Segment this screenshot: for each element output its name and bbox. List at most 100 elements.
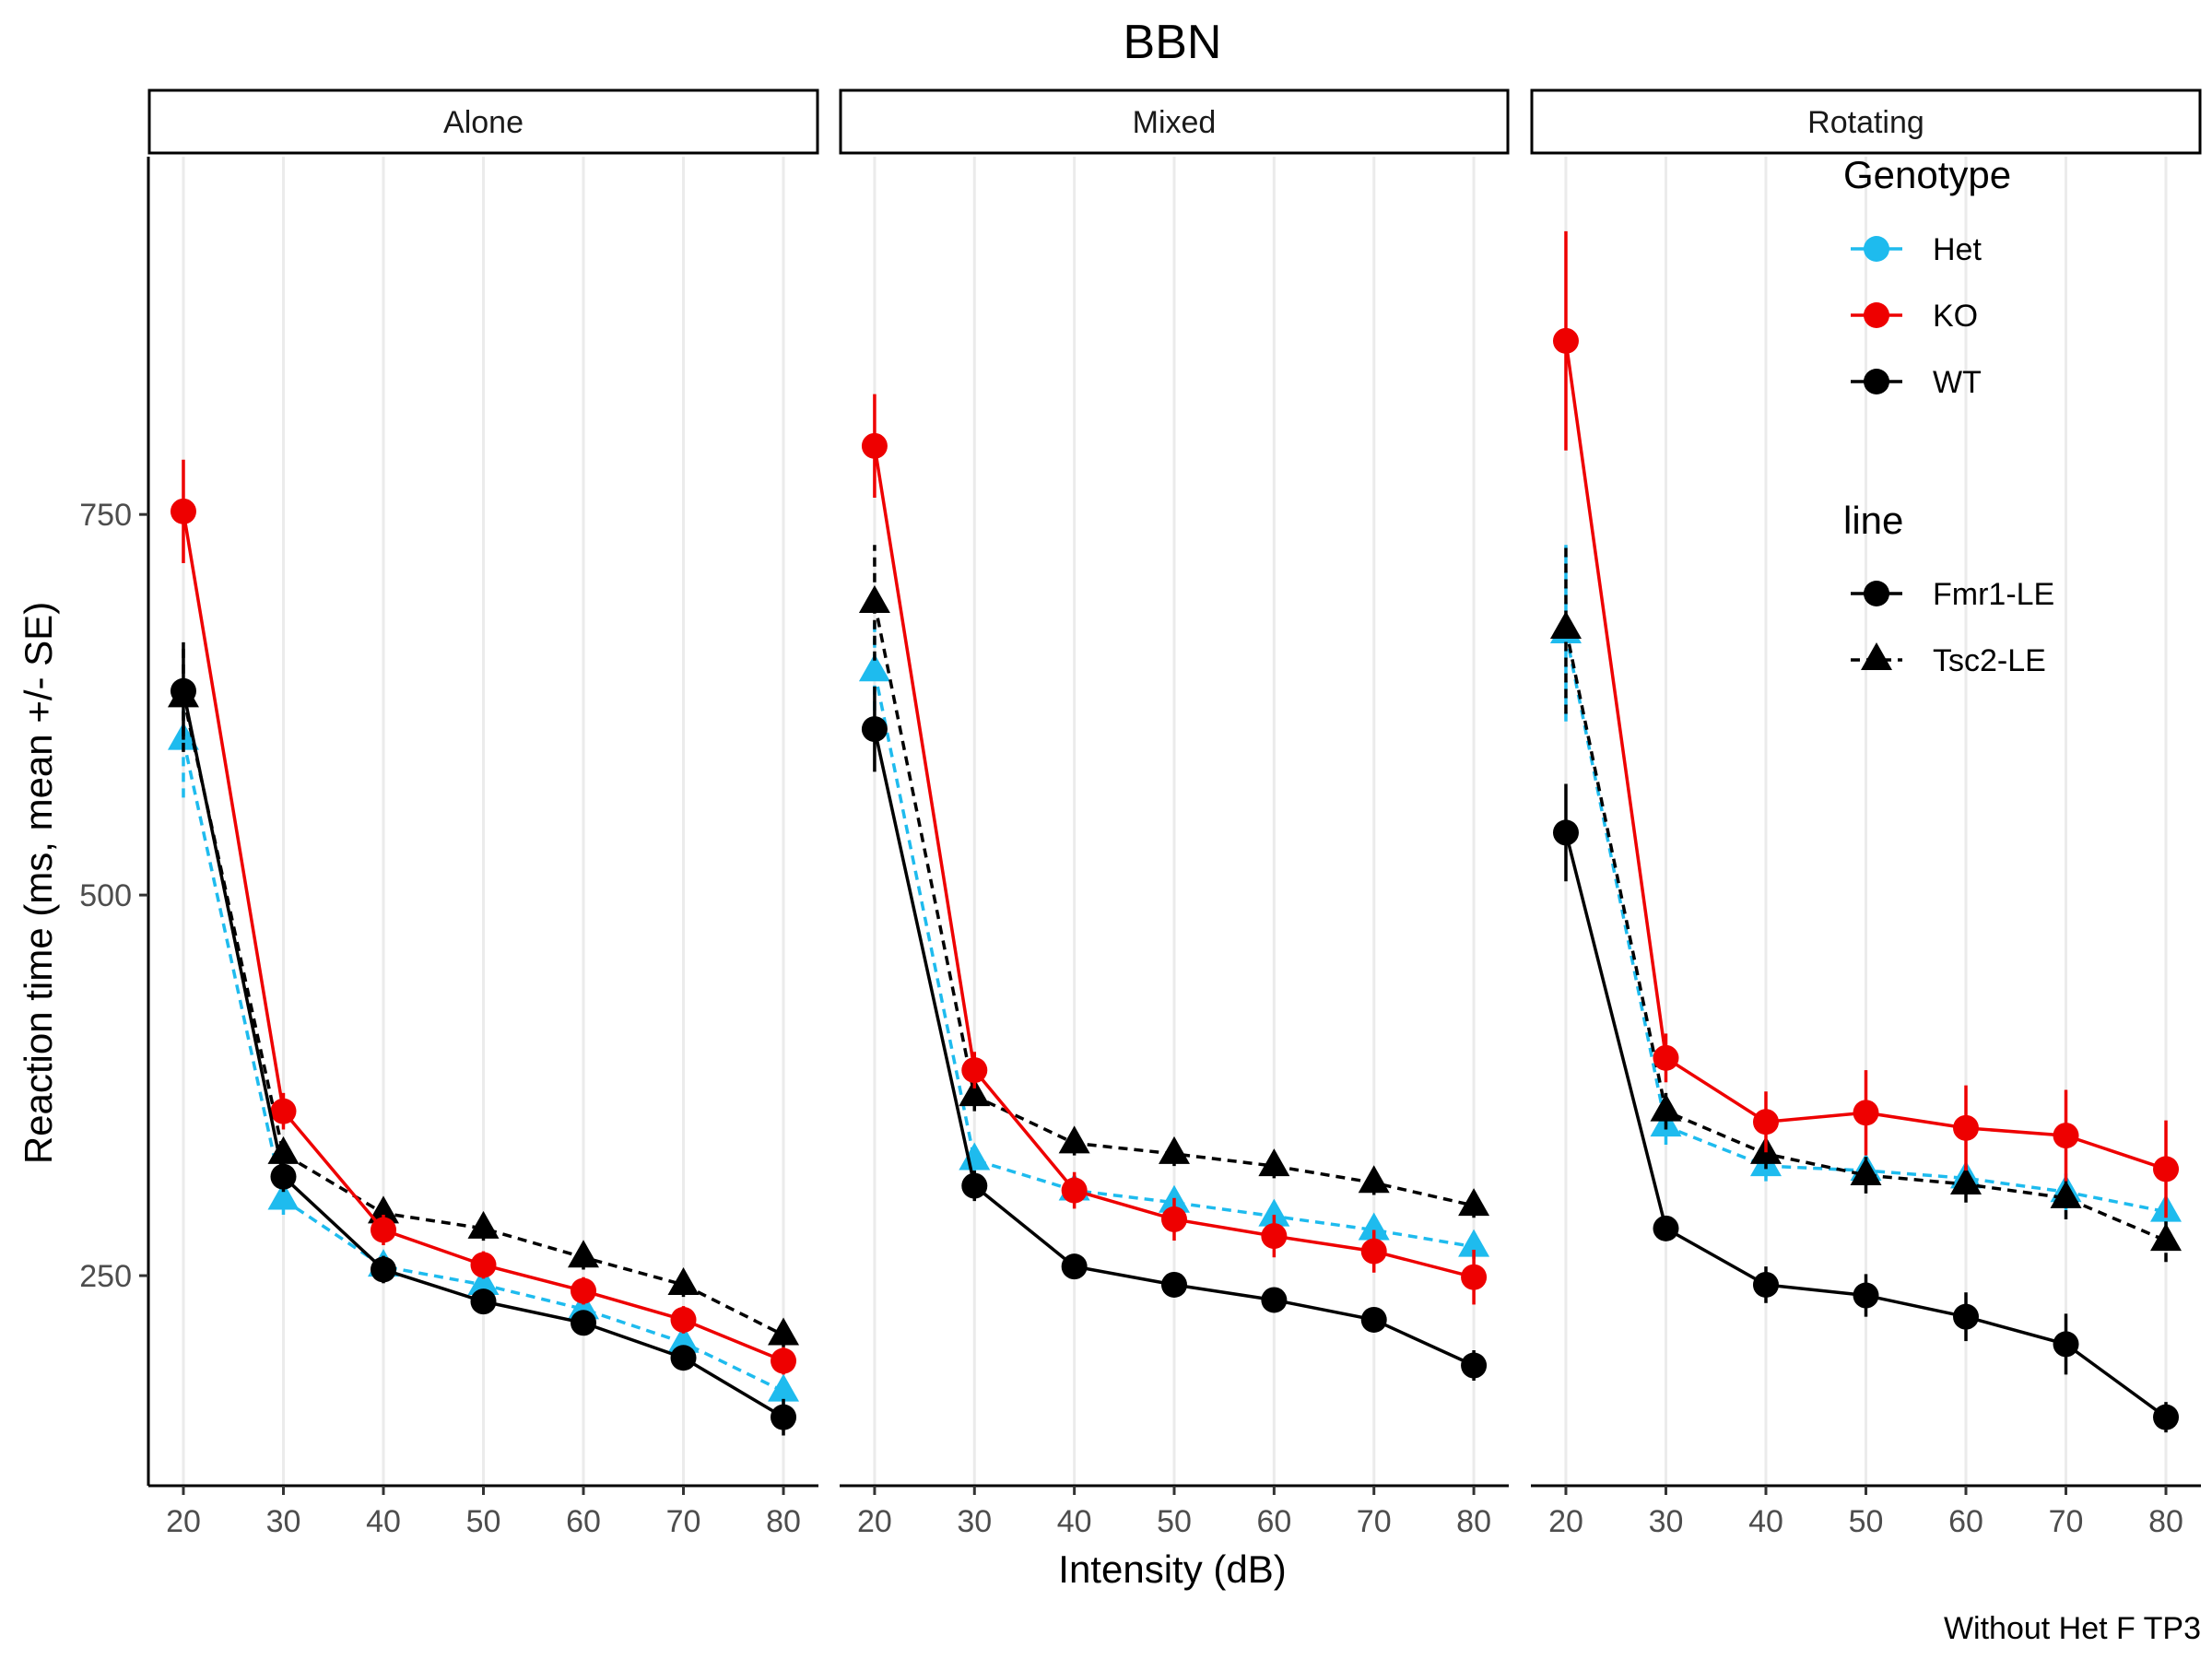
x-tick-label: 50 — [1157, 1504, 1192, 1539]
data-point — [1360, 1238, 1387, 1265]
data-point — [861, 716, 888, 743]
data-point — [771, 1347, 797, 1374]
x-tick-label: 60 — [1256, 1504, 1291, 1539]
data-point — [2050, 1180, 2082, 1208]
data-point — [1261, 1223, 1288, 1250]
facet-strip — [839, 88, 1510, 155]
panel-rotating: Rotating 20 30 40 50 60 70 80 — [1530, 88, 2202, 1539]
x-tick-label: 80 — [1456, 1504, 1491, 1539]
data-point — [2153, 1404, 2180, 1430]
data-point — [1752, 1271, 1779, 1298]
data-point — [1461, 1264, 1488, 1290]
data-point — [861, 432, 888, 459]
data-point — [1161, 1206, 1187, 1232]
data-point — [370, 1217, 396, 1243]
legend-key-marker — [1864, 369, 1889, 394]
data-point — [1358, 1165, 1390, 1194]
data-point — [771, 1404, 797, 1430]
data-point — [370, 1256, 396, 1283]
data-point — [367, 1195, 399, 1224]
legend-key-marker — [1861, 642, 1892, 670]
data-point — [1953, 1303, 1980, 1330]
x-tick-label: 30 — [266, 1504, 301, 1539]
series-wt-tsc2-le — [858, 545, 1490, 1218]
facet-strip-label: Rotating — [1807, 105, 1924, 140]
x-tick-label: 40 — [1057, 1504, 1092, 1539]
x-tick-label: 70 — [666, 1504, 701, 1539]
legend-title-line: line — [1843, 499, 1903, 542]
data-point — [2150, 1223, 2183, 1252]
data-point — [270, 1163, 297, 1190]
y-tick-label: 500 — [79, 878, 132, 913]
x-tick-label: 70 — [1357, 1504, 1392, 1539]
panel-alone: Alone 250 500 750 20 30 40 50 60 70 80 — [79, 88, 819, 1539]
panels-layer: Alone 250 500 750 20 30 40 50 60 70 80 Mixed 20 30 40 5… — [79, 88, 2202, 1539]
data-point — [667, 1266, 700, 1295]
legend-item-fmr1-le: Fmr1-LE — [1851, 577, 2054, 612]
data-point — [1058, 1125, 1090, 1154]
data-point — [170, 498, 196, 524]
data-point — [170, 677, 196, 704]
x-tick-label: 20 — [166, 1504, 201, 1539]
legend-key-marker — [1864, 581, 1889, 606]
data-point — [1653, 1215, 1679, 1241]
data-point — [267, 1135, 300, 1164]
facet-strip — [147, 88, 819, 155]
data-point — [1061, 1177, 1088, 1204]
legend-item-het: Het — [1851, 232, 1982, 267]
data-point — [1650, 1093, 1682, 1122]
legend-item-tsc2-le: Tsc2-LE — [1851, 642, 2046, 678]
x-tick-label: 80 — [766, 1504, 801, 1539]
facet-strip — [1530, 88, 2202, 155]
data-point — [1653, 1044, 1679, 1071]
legend-title-genotype: Genotype — [1843, 153, 2011, 196]
x-tick-label: 20 — [857, 1504, 892, 1539]
x-tick-label: 60 — [1948, 1504, 1983, 1539]
legend-key-marker — [1864, 302, 1889, 328]
data-point — [571, 1277, 597, 1304]
data-point — [959, 1142, 991, 1171]
chart-title: BBN — [1124, 16, 1222, 69]
data-point — [961, 1172, 988, 1199]
data-point — [1258, 1148, 1290, 1177]
y-tick-label: 750 — [79, 498, 132, 533]
data-point — [1953, 1114, 1980, 1141]
x-tick-label: 80 — [2148, 1504, 2183, 1539]
x-axis-title: Intensity (dB) — [1058, 1547, 1286, 1591]
x-tick-label: 70 — [2049, 1504, 2084, 1539]
legend-label: Fmr1-LE — [1933, 577, 2054, 612]
legend-label: KO — [1933, 299, 1978, 334]
data-point — [768, 1373, 800, 1402]
data-point — [1552, 327, 1579, 354]
x-tick-label: 60 — [566, 1504, 601, 1539]
series-ko-fmr1-le — [170, 459, 797, 1375]
data-point — [1161, 1271, 1187, 1298]
data-point — [470, 1252, 497, 1278]
data-point — [1159, 1135, 1190, 1164]
series-wt-fmr1-le — [170, 641, 797, 1436]
data-point — [467, 1266, 500, 1295]
data-point — [667, 1324, 700, 1353]
data-point — [959, 1078, 991, 1107]
data-point — [1552, 819, 1579, 846]
panel-mixed: Mixed 20 30 40 50 60 70 80 — [839, 88, 1510, 1539]
data-point — [858, 584, 890, 613]
legend: Genotype Het KO WT line Fmr1-LE Tsc2-LE — [1843, 153, 2054, 678]
data-point — [670, 1306, 697, 1333]
data-point — [1258, 1198, 1290, 1227]
data-point — [1458, 1188, 1490, 1217]
legend-key-marker — [1864, 236, 1889, 262]
data-point — [1549, 611, 1582, 640]
data-point — [1853, 1100, 1879, 1126]
data-point — [961, 1057, 988, 1084]
data-point — [670, 1345, 697, 1371]
data-point — [467, 1210, 500, 1239]
data-point — [1850, 1158, 1882, 1186]
x-tick-label: 30 — [957, 1504, 992, 1539]
facet-strip-label: Alone — [443, 105, 524, 140]
data-point — [568, 1240, 600, 1268]
data-point — [1061, 1253, 1088, 1280]
data-point — [568, 1291, 600, 1320]
data-point — [1461, 1352, 1488, 1379]
x-tick-label: 30 — [1649, 1504, 1684, 1539]
